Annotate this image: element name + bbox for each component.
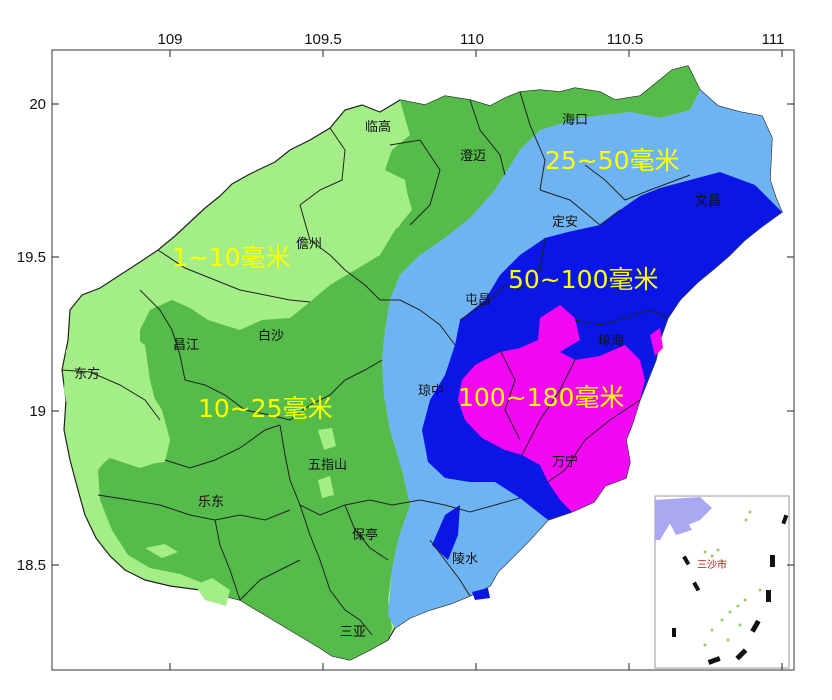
deep-blue-pocket — [432, 505, 460, 560]
county-dongfang: 东方 — [74, 366, 100, 382]
inset-map: 三沙市 — [654, 495, 790, 669]
magenta-pocket — [650, 328, 663, 356]
lat-tick-18-5: 18.5 — [17, 557, 46, 574]
county-baisha: 白沙 — [258, 328, 284, 344]
county-qionghai: 琼海 — [598, 334, 624, 349]
light-pocket-east — [64, 328, 165, 470]
county-chengmai: 澄迈 — [460, 149, 486, 164]
lon-tick-109-5: 109.5 — [304, 31, 342, 48]
band-100-180-area — [458, 305, 645, 512]
deep-blue-pocket-south — [472, 588, 490, 600]
rainfall-band-labels: 25~50毫米 1~10毫米 50~100毫米 100~180毫米 10~25毫… — [172, 146, 680, 423]
county-dingan: 定安 — [552, 215, 578, 230]
county-sanya: 三亚 — [340, 625, 366, 640]
band-label-50-100: 50~100毫米 — [508, 265, 658, 294]
county-wuzhishan: 五指山 — [308, 458, 347, 473]
county-qiongzhong: 琼中 — [418, 384, 444, 399]
lon-tick-110: 110 — [460, 31, 484, 48]
county-wanning: 万宁 — [552, 454, 578, 470]
lon-tick-109: 109 — [157, 31, 182, 48]
inset-label-sansha: 三沙市 — [697, 558, 727, 571]
band-label-100-180: 100~180毫米 — [458, 383, 624, 412]
light-pocket-small1 — [318, 428, 336, 450]
county-boundaries — [61, 91, 691, 636]
light-pocket-small4 — [145, 544, 178, 558]
county-baoting: 保亭 — [352, 527, 378, 543]
county-ledong: 乐东 — [198, 495, 224, 510]
lon-tick-110-5: 110.5 — [607, 31, 643, 48]
county-haikou: 海口 — [562, 113, 588, 128]
county-lingshui: 陵水 — [452, 552, 478, 567]
county-changjiang: 昌江 — [173, 338, 199, 353]
lat-tick-19: 19 — [29, 403, 46, 420]
lat-tick-20: 20 — [29, 96, 46, 113]
lon-tick-111: 111 — [762, 31, 785, 48]
county-lingao: 临高 — [365, 119, 391, 135]
lat-tick-19-5: 19.5 — [17, 249, 46, 266]
light-pocket-small3 — [195, 578, 230, 606]
latitude-tick-labels: 20 19.5 19 18.5 — [17, 96, 46, 574]
band-label-10-25: 10~25毫米 — [198, 394, 333, 423]
band-label-1-10: 1~10毫米 — [172, 243, 291, 272]
county-tunchang: 屯昌 — [465, 293, 491, 308]
band-10-25-area — [98, 66, 700, 660]
light-pocket-north — [378, 170, 410, 228]
axis-ticks — [52, 50, 794, 670]
county-labels: 海口 临高 澄迈 文昌 定安 儋州 屯昌 琼海 昌江 白沙 东方 琼中 五指山 … — [74, 113, 721, 640]
longitude-tick-labels: 109 109.5 110 110.5 111 — [157, 31, 784, 48]
county-danzhou: 儋州 — [296, 237, 322, 252]
light-pocket-small2 — [318, 476, 334, 498]
band-label-25-50: 25~50毫米 — [545, 146, 680, 175]
county-wenchang: 文昌 — [695, 194, 721, 209]
